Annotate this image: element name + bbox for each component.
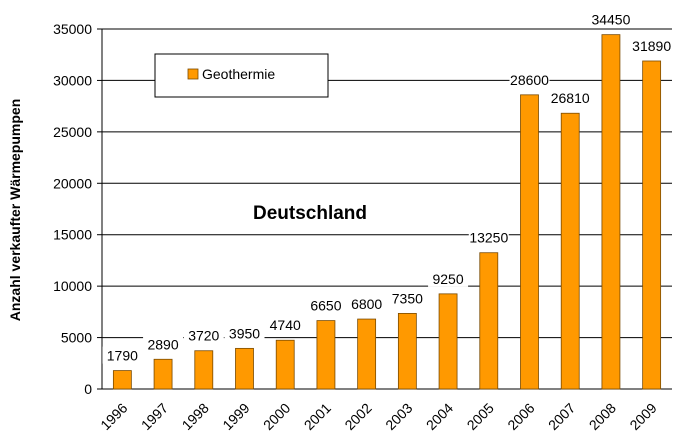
data-label-bg [102, 346, 143, 364]
data-label-bg [590, 10, 631, 28]
data-label-bg [305, 296, 346, 314]
x-tick-label: 1997 [138, 400, 171, 433]
data-label-bg [550, 89, 591, 107]
y-tick-label: 5000 [61, 330, 92, 346]
data-label: 6800 [351, 296, 382, 312]
data-label: 2890 [147, 336, 178, 352]
data-label: 3720 [188, 328, 219, 344]
bar [520, 94, 539, 390]
data-label-bg [428, 269, 469, 287]
legend-swatch [187, 68, 199, 80]
data-label: 3950 [229, 325, 260, 341]
data-label: 13250 [469, 230, 508, 246]
x-tick-label: 2002 [341, 400, 374, 433]
x-tick-label: 2003 [382, 400, 415, 433]
data-label-bg [346, 295, 387, 313]
data-label: 28600 [510, 72, 549, 88]
y-tick-label: 15000 [53, 227, 92, 243]
x-tick-label: 2009 [626, 400, 659, 433]
bar [235, 347, 254, 390]
legend-label: Geothermie [202, 66, 275, 82]
data-label-bg [224, 324, 265, 342]
data-label: 26810 [551, 90, 590, 106]
x-tick-label: 2005 [464, 400, 497, 433]
data-label: 9250 [432, 271, 463, 287]
y-tick-label: 0 [84, 381, 92, 397]
annotation: Deutschland [253, 203, 367, 224]
x-tick-label: 1998 [179, 400, 212, 433]
data-label: 34450 [591, 12, 630, 28]
bar [357, 318, 377, 390]
bar [560, 112, 580, 390]
x-tick-label: 1999 [219, 400, 252, 433]
bar [275, 339, 295, 390]
x-tick-label: 1996 [97, 400, 130, 433]
y-tick-label: 30000 [53, 72, 92, 88]
x-tick-label: 2006 [504, 400, 537, 433]
data-label-bg [631, 36, 672, 54]
bar [194, 350, 214, 390]
data-label-bg [143, 335, 184, 353]
bar [642, 60, 662, 390]
x-tick-label: 2000 [260, 400, 293, 433]
data-label: 4740 [270, 317, 301, 333]
y-tick-label: 25000 [53, 124, 92, 140]
data-label: 7350 [392, 290, 423, 306]
x-tick-label: 2008 [586, 400, 619, 433]
data-label: 1790 [107, 348, 138, 364]
x-tick-label: 2007 [545, 400, 578, 433]
data-label-bg [509, 70, 550, 88]
data-label: 31890 [632, 38, 671, 54]
y-axis-label: Anzahl verkaufter Wärmepumpen [7, 99, 23, 322]
data-label: 6650 [310, 298, 341, 314]
y-tick-label: 35000 [53, 21, 92, 37]
bar [316, 320, 336, 390]
bar [397, 312, 417, 390]
data-label-bg [468, 228, 509, 246]
bar [479, 252, 499, 390]
bar [438, 293, 458, 390]
bar [112, 370, 132, 390]
data-label-bg [183, 326, 224, 344]
bar [601, 34, 621, 390]
x-tick-label: 2001 [301, 400, 334, 433]
legend-box [154, 53, 329, 98]
data-label-bg [265, 316, 306, 334]
annotation-bg [232, 198, 388, 226]
data-label-bg [387, 289, 428, 307]
y-tick-label: 20000 [53, 175, 92, 191]
x-tick-label: 2004 [423, 400, 456, 433]
bar [153, 358, 173, 390]
y-tick-label: 10000 [53, 278, 92, 294]
